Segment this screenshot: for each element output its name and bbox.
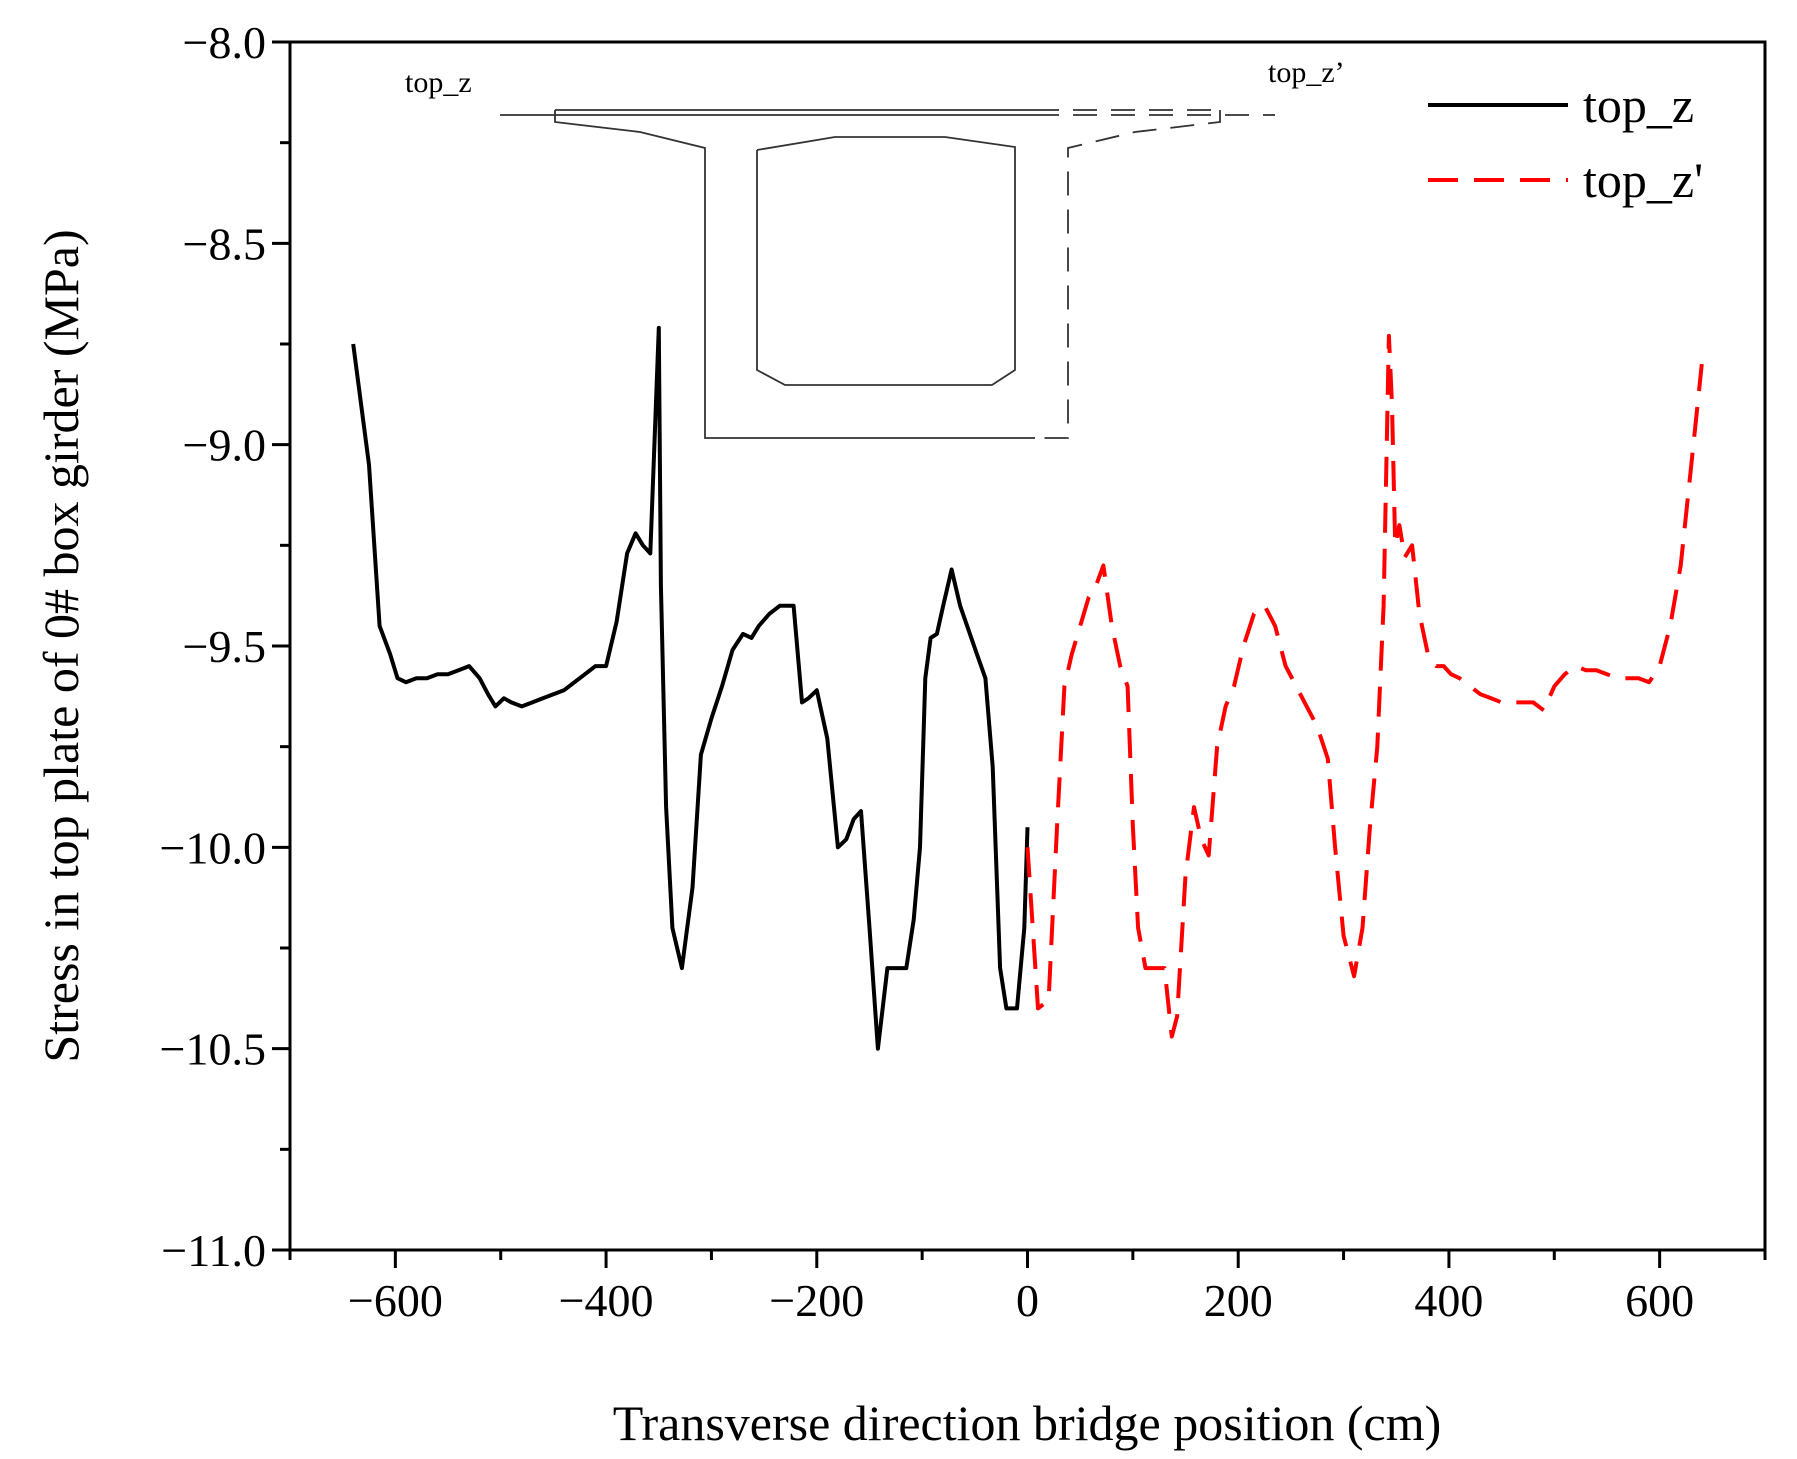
inset-cell-solid bbox=[756, 136, 1016, 386]
box-girder-cross-section-inset bbox=[500, 109, 1275, 439]
x-tick-label: −600 bbox=[348, 1275, 443, 1326]
y-tick-label: −8.5 bbox=[183, 218, 266, 269]
plot-frame bbox=[288, 40, 1767, 1252]
inset-label-top-z-prime: top_z’ bbox=[1268, 56, 1345, 89]
series-line-top-z bbox=[351, 325, 1030, 1051]
y-tick-label: −9.0 bbox=[183, 420, 266, 471]
inset-flange-dashed bbox=[1035, 110, 1221, 439]
legend-label-top-z: top_z bbox=[1583, 77, 1694, 133]
inset-solid-half bbox=[500, 109, 1035, 439]
y-tick-label: −10.5 bbox=[160, 1024, 266, 1075]
y-axis-title: Stress in top plate of 0# box girder (MP… bbox=[33, 229, 89, 1062]
legend: top_z top_z' bbox=[1428, 77, 1703, 208]
inset-flange-solid bbox=[554, 110, 1035, 439]
x-tick-label: 0 bbox=[1016, 1275, 1039, 1326]
x-tick-label: −200 bbox=[769, 1275, 864, 1326]
x-tick-label: 400 bbox=[1414, 1275, 1483, 1326]
legend-label-top-z-prime: top_z' bbox=[1583, 152, 1703, 208]
inset-label-top-z: top_z bbox=[405, 66, 472, 99]
series-line-top-z-prime bbox=[1025, 333, 1704, 1039]
y-tick-label: −11.0 bbox=[161, 1225, 266, 1276]
x-tick-label: 200 bbox=[1204, 1275, 1273, 1326]
inset-dashed-half bbox=[1035, 109, 1275, 439]
x-tick-label: 600 bbox=[1625, 1275, 1694, 1326]
x-tick-label: −400 bbox=[559, 1275, 654, 1326]
y-tick-label: −9.5 bbox=[183, 621, 266, 672]
y-tick-label: −8.0 bbox=[183, 17, 266, 68]
x-axis-title: Transverse direction bridge position (cm… bbox=[613, 1395, 1442, 1451]
y-tick-label: −10.0 bbox=[160, 822, 266, 873]
